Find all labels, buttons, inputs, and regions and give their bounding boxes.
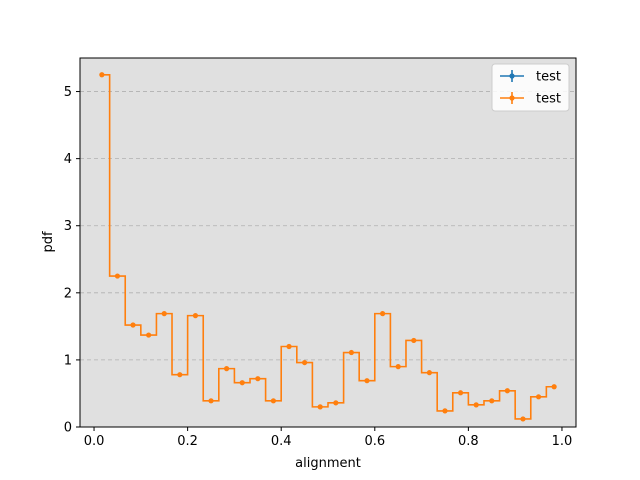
legend-label: test	[536, 92, 561, 107]
y-tick-label: 0	[64, 421, 72, 436]
data-point	[208, 398, 214, 404]
data-point	[99, 72, 105, 78]
data-point	[270, 398, 276, 404]
x-tick-label: 0.8	[458, 434, 479, 449]
data-point	[457, 390, 464, 396]
data-point	[395, 364, 401, 370]
data-point	[317, 404, 323, 410]
legend: test test	[491, 63, 570, 112]
data-point	[192, 313, 199, 319]
data-point	[364, 378, 370, 384]
data-point	[348, 349, 354, 356]
data-point	[473, 402, 479, 408]
plot-area	[80, 58, 576, 427]
x-axis: 0.0 0.2 0.4 0.6 0.8 1.0	[84, 427, 573, 449]
x-tick-label: 1.0	[552, 434, 573, 449]
y-tick-label: 1	[64, 353, 72, 368]
data-point	[411, 337, 417, 344]
data-point	[146, 332, 152, 338]
data-point	[442, 408, 448, 414]
data-point	[286, 343, 292, 350]
data-point	[114, 273, 121, 279]
data-point	[302, 359, 308, 366]
data-point	[535, 394, 542, 400]
y-axis-label: pdf	[41, 231, 56, 253]
data-point	[551, 384, 557, 390]
legend-marker	[509, 73, 515, 79]
x-axis-label: alignment	[295, 456, 361, 471]
data-point	[161, 311, 167, 317]
y-tick-label: 2	[64, 286, 72, 301]
x-tick-label: 0.4	[271, 434, 292, 449]
plot-frame	[79, 57, 577, 428]
legend-marker	[509, 95, 515, 101]
y-axis: 0 1 2 3 4 5	[64, 85, 80, 436]
data-point	[255, 376, 261, 382]
data-point	[426, 370, 432, 376]
y-tick-label: 4	[64, 152, 72, 167]
legend-label: test	[536, 70, 561, 85]
series-layer	[99, 72, 557, 422]
data-point	[224, 366, 230, 372]
x-tick-label: 0.6	[364, 434, 385, 449]
x-tick-label: 0.0	[84, 434, 105, 449]
data-point	[380, 311, 386, 317]
y-tick-label: 3	[64, 219, 72, 234]
series-line-1	[101, 73, 555, 420]
data-point	[130, 322, 136, 328]
data-point	[520, 416, 526, 422]
data-point	[239, 380, 245, 386]
data-point	[504, 388, 510, 394]
data-point	[489, 398, 495, 404]
data-point	[333, 400, 339, 406]
y-tick-label: 5	[64, 85, 72, 100]
data-point	[177, 372, 183, 378]
x-tick-label: 0.2	[177, 434, 198, 449]
